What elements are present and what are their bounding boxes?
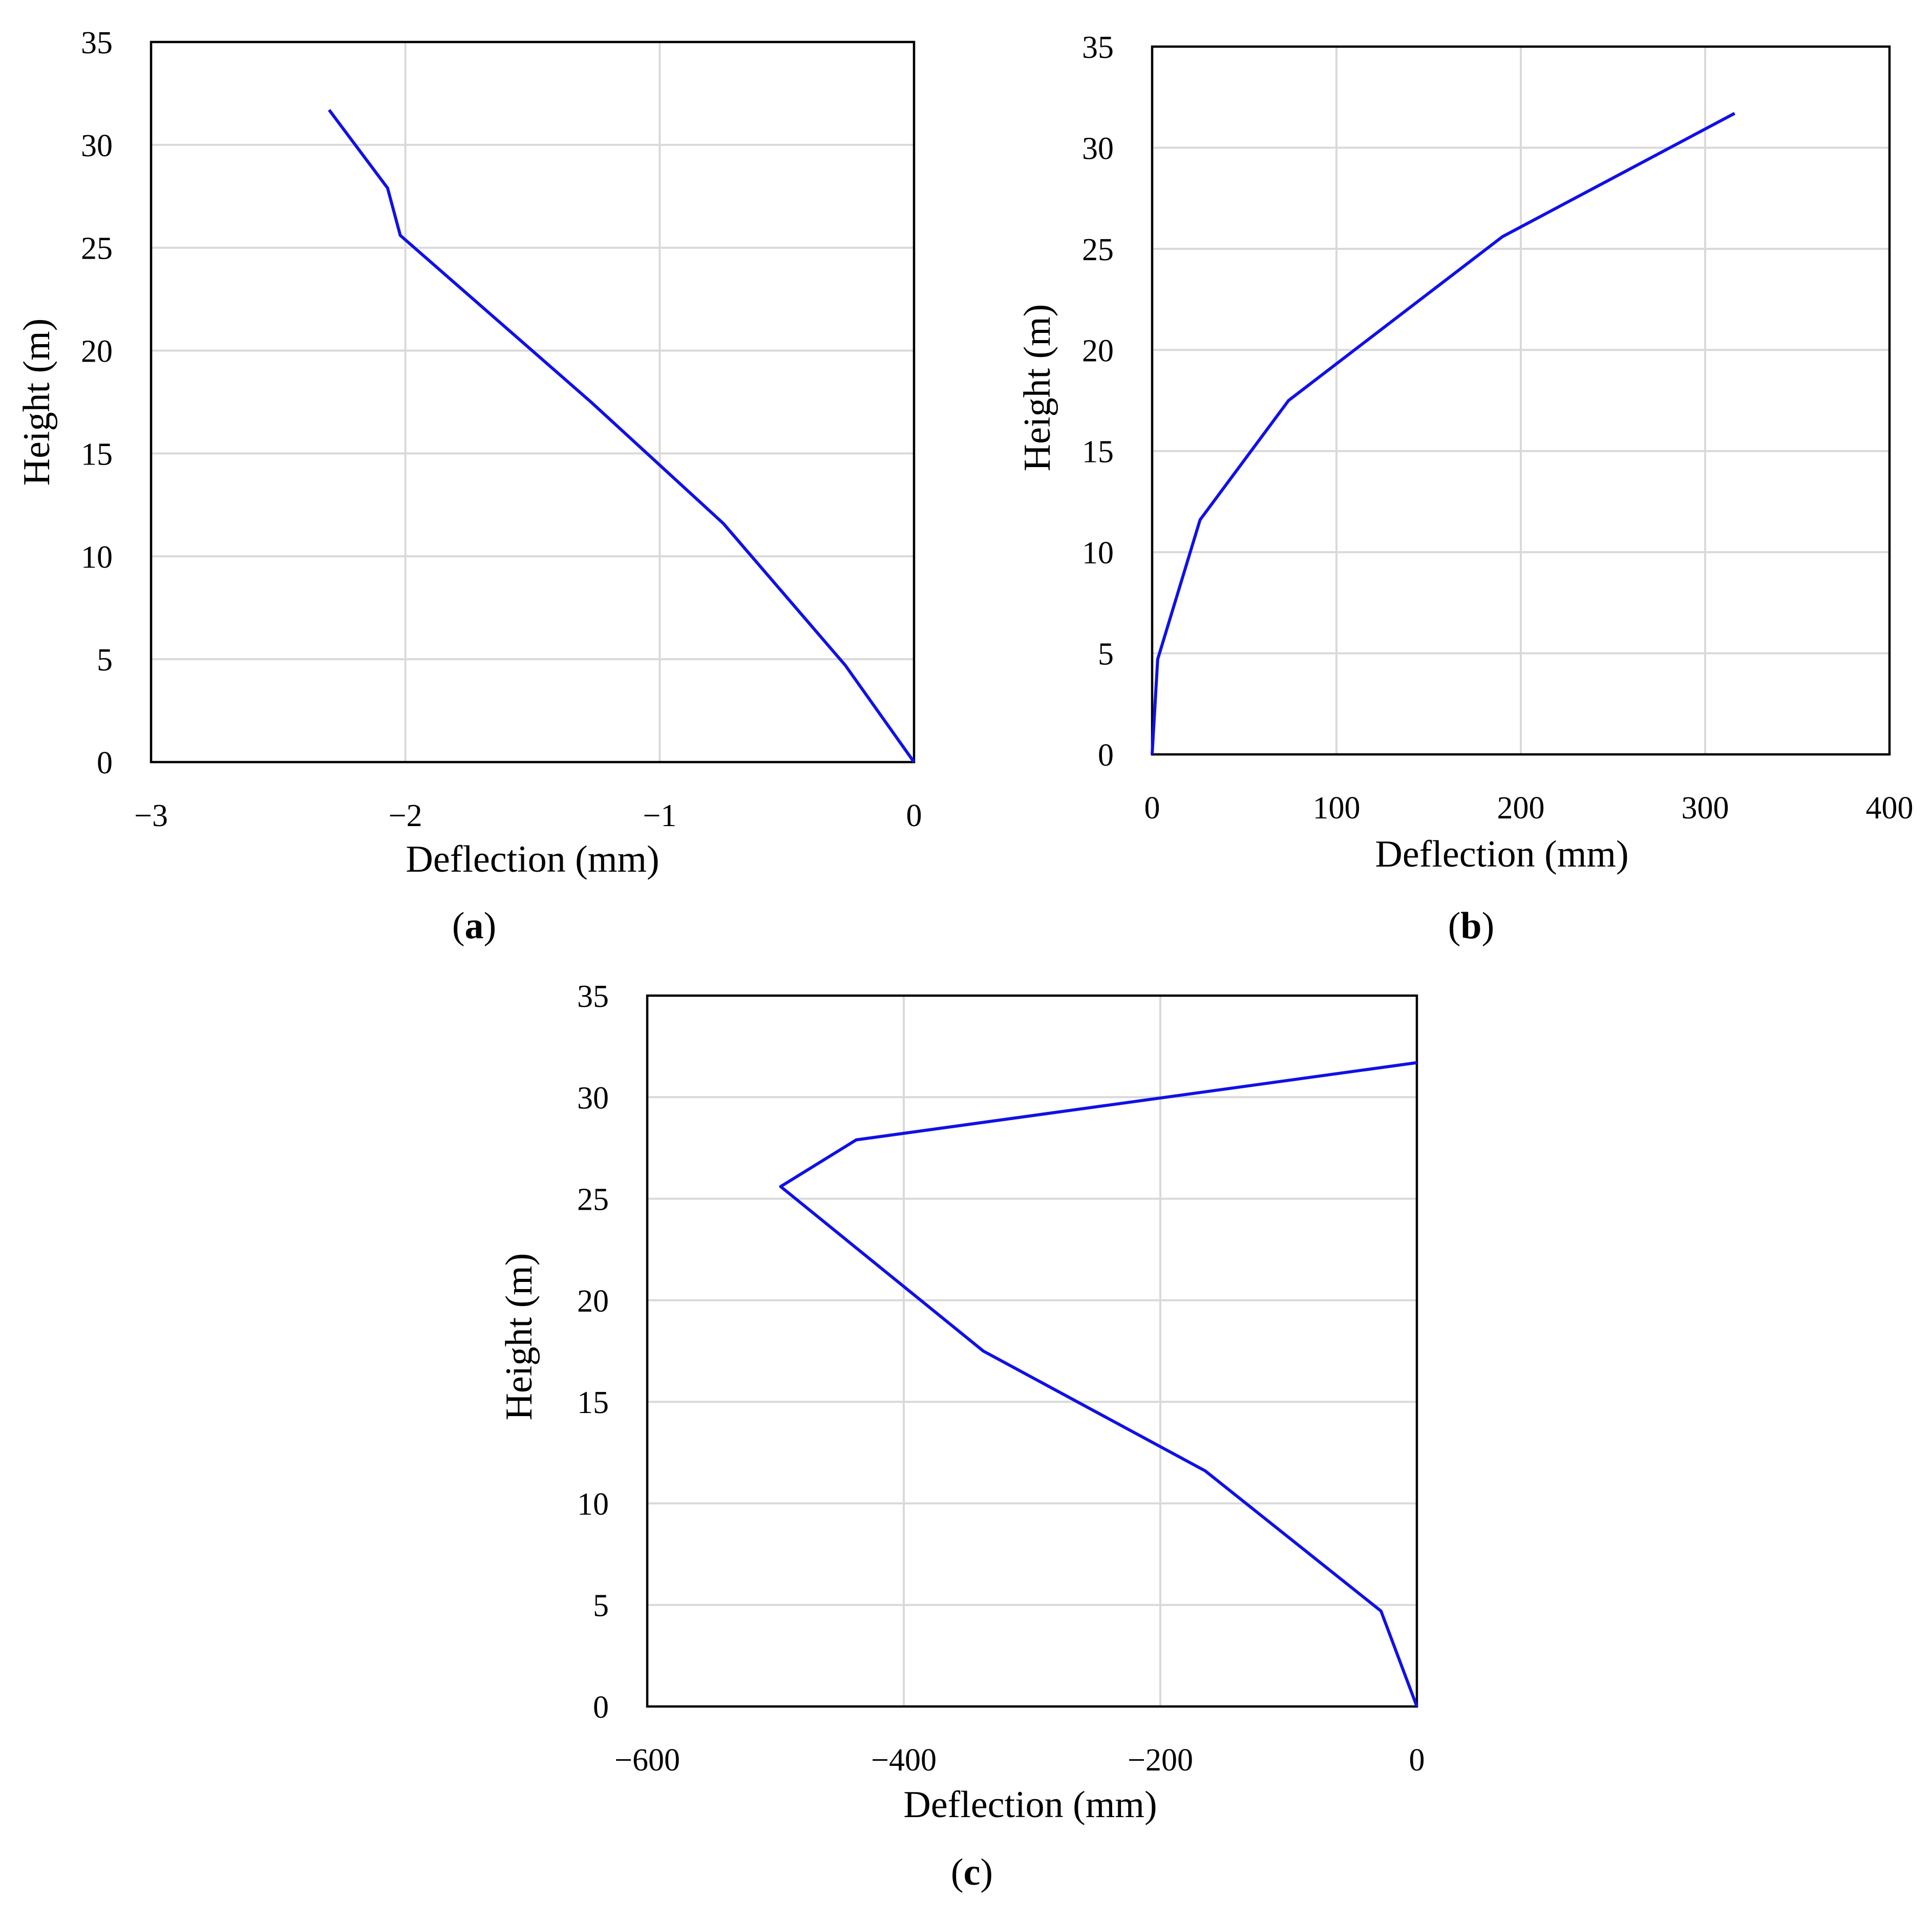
gridlines-c bbox=[647, 996, 1417, 1706]
y-tick-label-c: 30 bbox=[577, 1081, 609, 1115]
y-tick-label-b: 20 bbox=[1082, 333, 1114, 368]
x-tick-label-b: 400 bbox=[1866, 791, 1914, 826]
plot-frame-b bbox=[1151, 45, 1891, 756]
y-tick-label-c: 5 bbox=[593, 1589, 609, 1624]
chart-panel-b: 0 100 200 300 400 0 5 10 15 20 25 30 35 Deflection (… bbox=[1016, 30, 1914, 947]
deflection-line-b bbox=[1151, 112, 1736, 755]
y-tick-label-b: 10 bbox=[1082, 536, 1114, 571]
y-tick-label-b: 15 bbox=[1082, 435, 1114, 470]
gridlines-b bbox=[1152, 47, 1889, 754]
tick-labels-c: −600 −400 −200 0 0 5 10 15 20 25 30 35 bbox=[577, 979, 1425, 1778]
y-tick-label-b: 0 bbox=[1098, 738, 1114, 773]
x-axis-title-b: Deflection (mm) bbox=[1375, 833, 1628, 875]
plot-frame-c bbox=[646, 994, 1418, 1708]
x-tick-label-a: 0 bbox=[906, 798, 922, 833]
y-axis-title-a: Height (m) bbox=[16, 319, 58, 486]
y-tick-label-a: 10 bbox=[81, 540, 113, 575]
deflection-line-c bbox=[779, 1061, 1418, 1708]
plot-frame-a bbox=[150, 40, 916, 764]
tick-labels-a: −3 −2 −1 0 0 5 10 15 20 25 30 35 bbox=[81, 26, 922, 833]
y-tick-label-a: 25 bbox=[81, 231, 113, 266]
y-tick-label-a: 20 bbox=[81, 334, 113, 369]
y-tick-label-a: 30 bbox=[81, 129, 113, 163]
x-tick-label-a: −2 bbox=[389, 798, 422, 833]
y-tick-label-c: 35 bbox=[577, 979, 609, 1014]
x-tick-label-c: −600 bbox=[614, 1743, 680, 1778]
y-tick-label-b: 35 bbox=[1082, 30, 1114, 65]
x-tick-label-a: −1 bbox=[643, 798, 676, 833]
deflection-line-a bbox=[328, 109, 916, 763]
y-tick-label-c: 20 bbox=[577, 1284, 609, 1319]
y-tick-label-b: 5 bbox=[1098, 637, 1114, 672]
chart-panel-a: −3 −2 −1 0 0 5 10 15 20 25 30 35 Deflection (mm) He… bbox=[16, 26, 922, 947]
y-axis-title-c: Height (m) bbox=[498, 1253, 540, 1421]
y-tick-label-a: 0 bbox=[97, 746, 113, 781]
chart-panel-c: −600 −400 −200 0 0 5 10 15 20 25 30 35 Deflection (… bbox=[498, 979, 1425, 1893]
y-tick-label-c: 10 bbox=[577, 1487, 609, 1522]
panel-caption-b: (b) bbox=[1448, 905, 1494, 947]
y-tick-label-c: 25 bbox=[577, 1183, 609, 1217]
x-tick-label-c: 0 bbox=[1409, 1743, 1425, 1778]
y-tick-label-a: 35 bbox=[81, 26, 113, 60]
x-axis-title-c: Deflection (mm) bbox=[903, 1784, 1157, 1826]
gridlines-a bbox=[151, 42, 914, 762]
y-tick-label-b: 30 bbox=[1082, 131, 1114, 166]
tick-labels-b: 0 100 200 300 400 0 5 10 15 20 25 30 35 bbox=[1082, 30, 1914, 826]
y-tick-label-c: 15 bbox=[577, 1385, 609, 1420]
x-tick-label-c: −400 bbox=[871, 1743, 937, 1778]
y-tick-label-a: 5 bbox=[97, 643, 113, 678]
x-tick-label-b: 200 bbox=[1497, 791, 1545, 826]
x-tick-label-b: 0 bbox=[1144, 791, 1160, 826]
x-tick-label-b: 100 bbox=[1313, 791, 1361, 826]
y-tick-label-c: 0 bbox=[593, 1690, 609, 1725]
x-tick-label-a: −3 bbox=[134, 798, 168, 833]
x-axis-title-a: Deflection (mm) bbox=[406, 838, 659, 880]
panel-caption-a: (a) bbox=[452, 905, 496, 947]
y-axis-title-b: Height (m) bbox=[1016, 304, 1058, 472]
y-tick-label-a: 15 bbox=[81, 437, 113, 472]
x-tick-label-c: −200 bbox=[1128, 1743, 1193, 1778]
x-tick-label-b: 300 bbox=[1682, 791, 1729, 826]
y-tick-label-b: 25 bbox=[1082, 233, 1114, 267]
panel-caption-c: (c) bbox=[951, 1851, 993, 1893]
